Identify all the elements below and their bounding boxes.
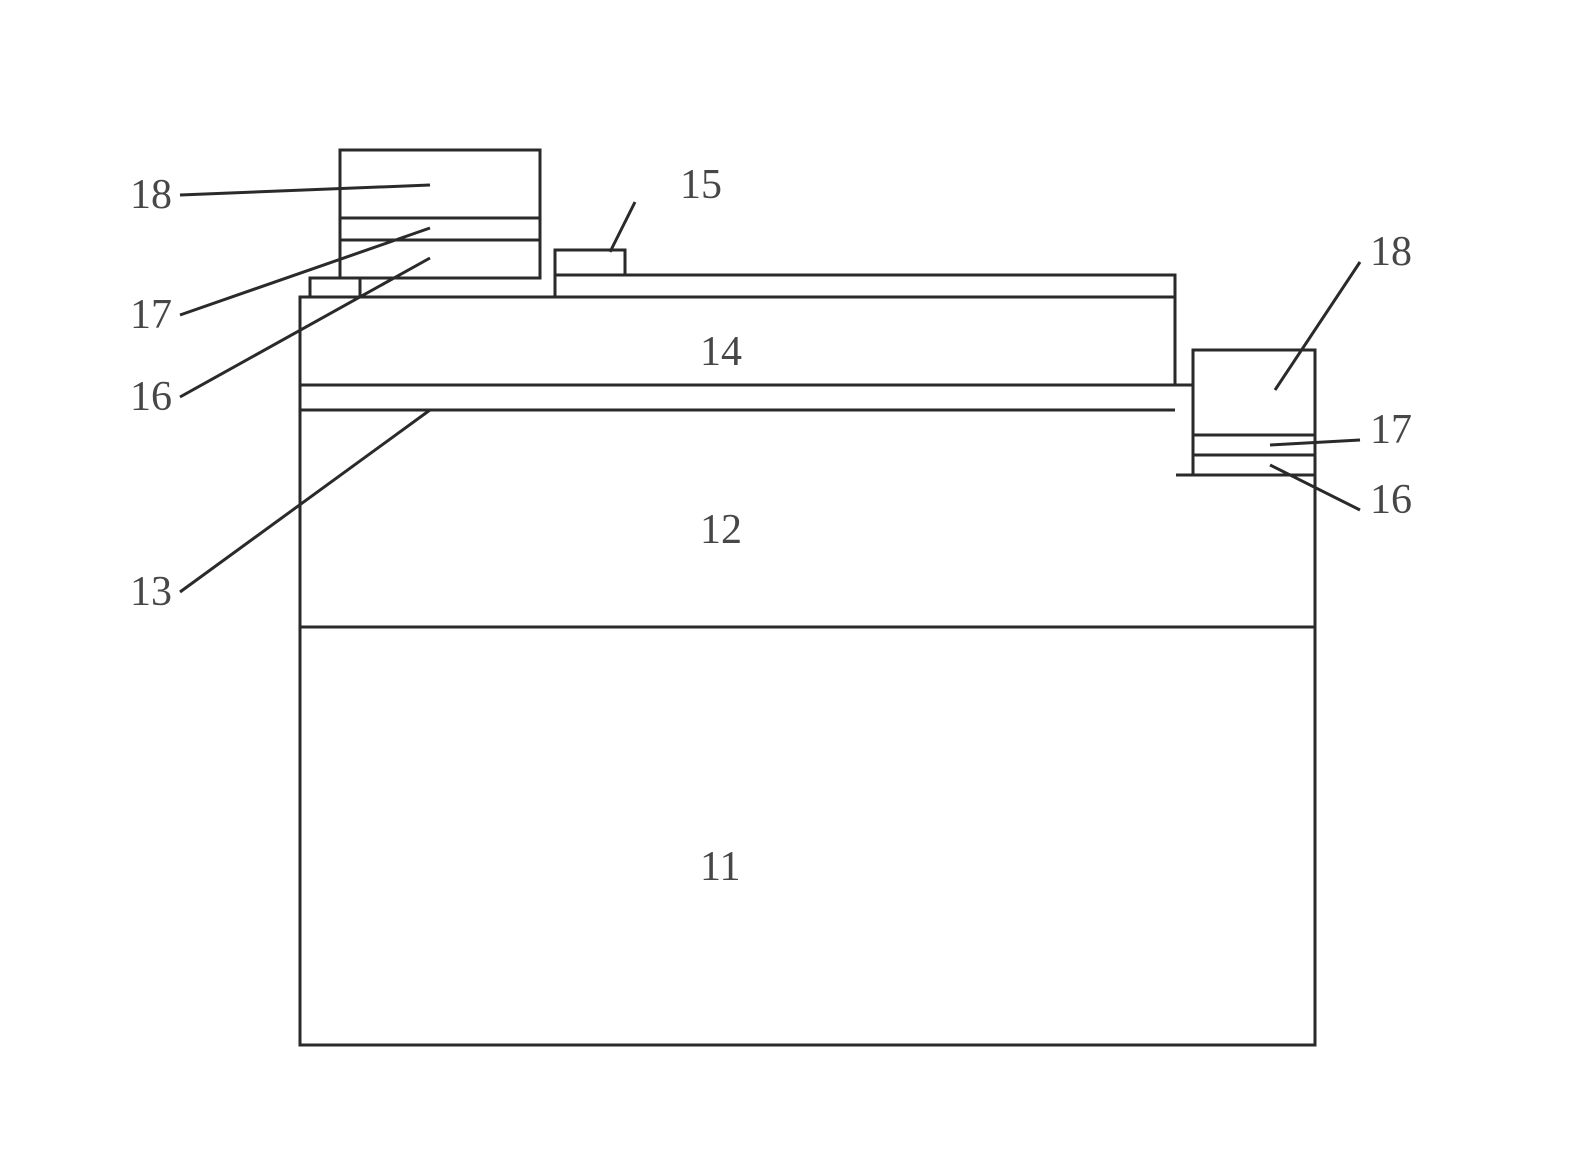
label-n17_right: 17 <box>1370 409 1412 451</box>
diagram-stage: 18 17 16 13 15 14 12 11 18 17 16 <box>0 0 1576 1151</box>
label-n12: 12 <box>700 509 742 551</box>
right-layer-18 <box>1193 350 1315 435</box>
label-n14: 14 <box>700 331 742 373</box>
label-n18_right: 18 <box>1370 231 1412 273</box>
diagram-svg <box>0 0 1576 1151</box>
left-layer-17 <box>340 218 540 240</box>
label-n15: 15 <box>680 164 722 206</box>
left-stack-foot <box>310 278 360 297</box>
label-n16: 16 <box>130 376 172 418</box>
label-n18_left: 18 <box>130 174 172 216</box>
leader-l15 <box>610 202 635 252</box>
left-layer-16 <box>340 240 540 278</box>
leader-l18_right <box>1275 262 1360 390</box>
layer-15-tab <box>555 250 625 275</box>
layer-11-12-box <box>300 385 1315 1045</box>
label-n13: 13 <box>130 571 172 613</box>
right-layer-16 <box>1193 455 1315 475</box>
layer-15-bar <box>555 275 1175 297</box>
label-n16_right: 16 <box>1370 479 1412 521</box>
label-n17: 17 <box>130 294 172 336</box>
left-layer-18 <box>340 150 540 218</box>
label-n11: 11 <box>700 846 740 888</box>
